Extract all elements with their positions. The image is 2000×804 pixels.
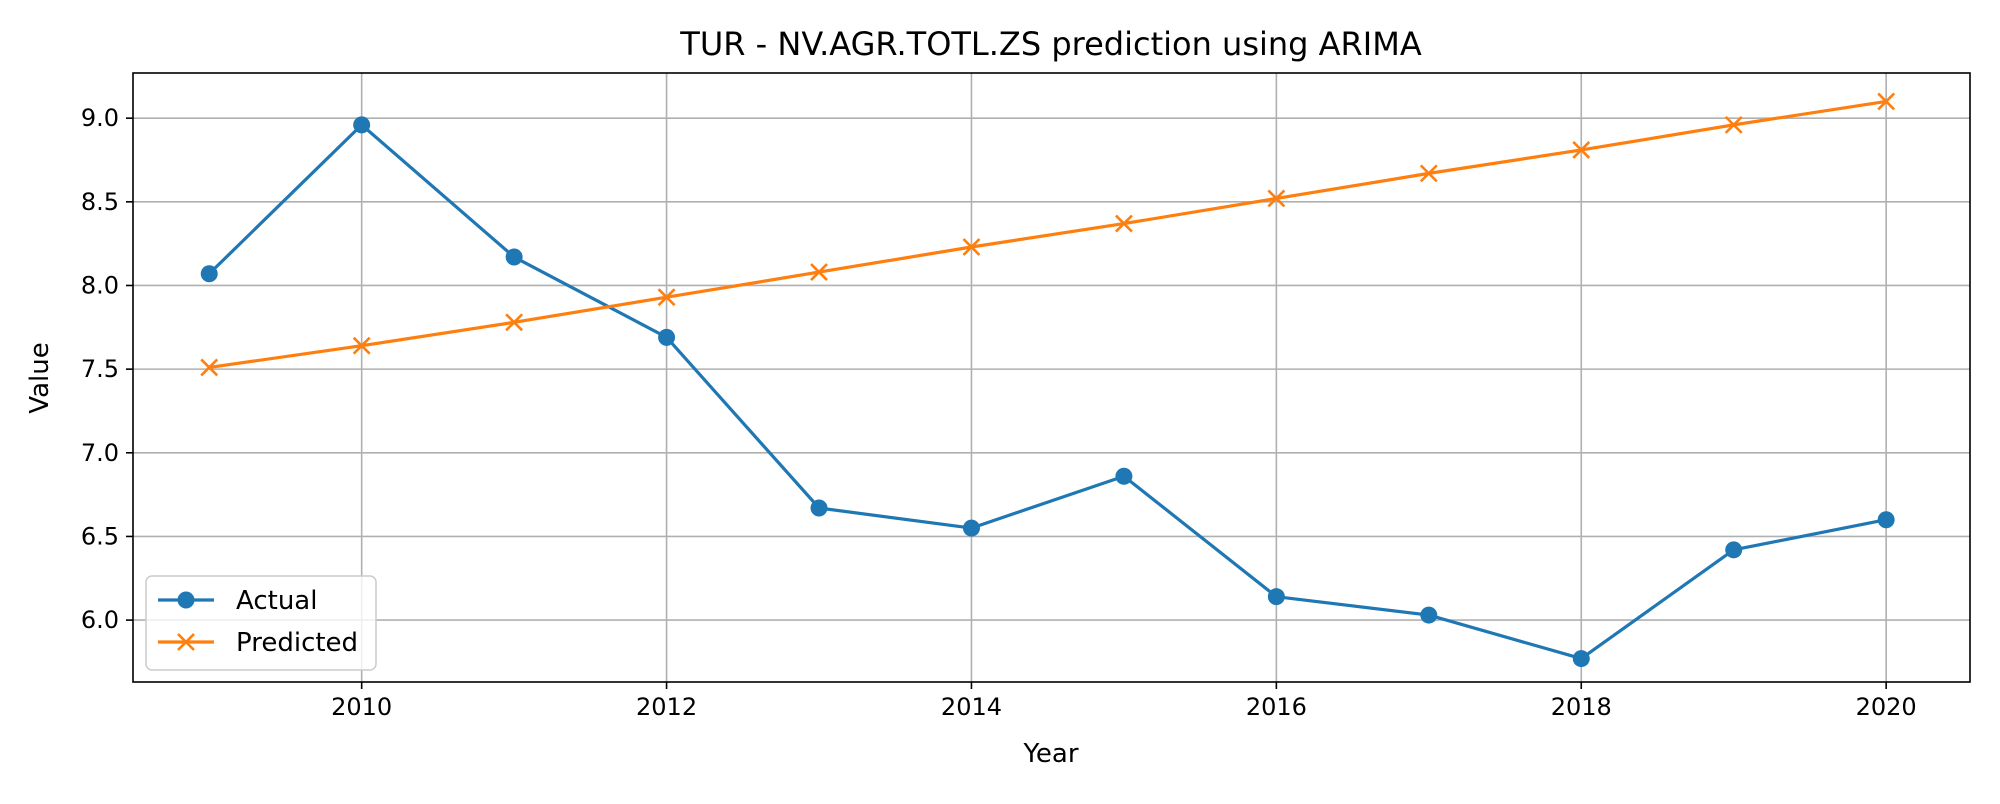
- x-tick-label: 2018: [1551, 693, 1612, 721]
- legend-predicted-marker: [177, 633, 195, 651]
- x-tick-label: 2020: [1856, 693, 1917, 721]
- predicted-point-stroke: [1724, 115, 1743, 134]
- predicted-point: [1724, 115, 1743, 134]
- y-tick-label: 9.0: [81, 104, 119, 132]
- predicted-point-stroke: [810, 263, 828, 282]
- series-layer: [200, 92, 1896, 668]
- predicted-series-line: [207, 99, 1888, 370]
- y-tick-label: 8.5: [81, 188, 119, 216]
- actual-point: [810, 499, 828, 517]
- actual-point: [962, 519, 980, 537]
- predicted-point: [810, 263, 828, 282]
- predicted-point: [1114, 214, 1133, 233]
- ticks-layer: 2010 2012 2014 2016 2018 2020 6.0 6.5 7.0 7.5 8.0 8…: [81, 104, 1917, 721]
- actual-point: [1572, 650, 1590, 668]
- predicted-point-stroke: [200, 358, 219, 377]
- y-axis-label: Value: [25, 342, 55, 413]
- predicted-point-stroke: [1877, 92, 1896, 111]
- predicted-point-stroke: [1114, 214, 1133, 233]
- predicted-point: [1877, 92, 1896, 111]
- actual-point: [1115, 467, 1133, 485]
- actual-point: [1267, 588, 1285, 606]
- actual-series-line: [207, 123, 1888, 661]
- predicted-point: [505, 313, 524, 332]
- legend-actual-label: Actual: [236, 586, 317, 616]
- predicted-point-stroke: [505, 313, 524, 332]
- x-axis-label: Year: [1022, 739, 1078, 769]
- actual-point: [1877, 511, 1895, 529]
- actual-point: [1725, 541, 1743, 559]
- predicted-point: [962, 238, 981, 256]
- y-tick-label: 8.0: [81, 271, 119, 299]
- legend-entries: Actual Predicted: [158, 586, 358, 658]
- grid-layer: [133, 73, 1970, 682]
- legend-predicted-marker-stroke: [177, 633, 195, 651]
- actual-point: [200, 265, 218, 283]
- predicted-point: [200, 358, 219, 377]
- plot-frame: [132, 72, 1971, 683]
- y-tick-label: 7.5: [81, 355, 119, 383]
- y-tick-label: 7.0: [81, 439, 119, 467]
- predicted-point-stroke: [1572, 141, 1591, 159]
- legend: Actual Predicted: [145, 575, 377, 671]
- x-tick-label: 2016: [1246, 693, 1307, 721]
- legend-actual-marker: [177, 591, 195, 609]
- legend-predicted-label: Predicted: [236, 628, 358, 658]
- y-tick-label: 6.5: [81, 522, 119, 550]
- actual-point: [1420, 606, 1438, 624]
- y-tick-label: 6.0: [81, 606, 119, 634]
- predicted-point-stroke: [962, 238, 981, 256]
- predicted-point: [352, 336, 371, 355]
- predicted-point: [1267, 189, 1286, 208]
- predicted-point-stroke: [1267, 189, 1286, 208]
- x-tick-label: 2014: [941, 693, 1002, 721]
- actual-point: [505, 248, 523, 266]
- actual-point: [353, 116, 371, 134]
- predicted-point-stroke: [352, 336, 371, 355]
- actual-point: [658, 328, 676, 346]
- x-tick-label: 2012: [636, 693, 697, 721]
- predicted-point: [1419, 164, 1438, 183]
- predicted-point-stroke: [1419, 164, 1438, 183]
- x-tick-label: 2010: [331, 693, 392, 721]
- predicted-point: [657, 288, 676, 307]
- predicted-point-stroke: [657, 288, 676, 307]
- chart-title: TUR - NV.AGR.TOTL.ZS prediction using AR…: [679, 25, 1422, 63]
- predicted-point: [1572, 141, 1591, 159]
